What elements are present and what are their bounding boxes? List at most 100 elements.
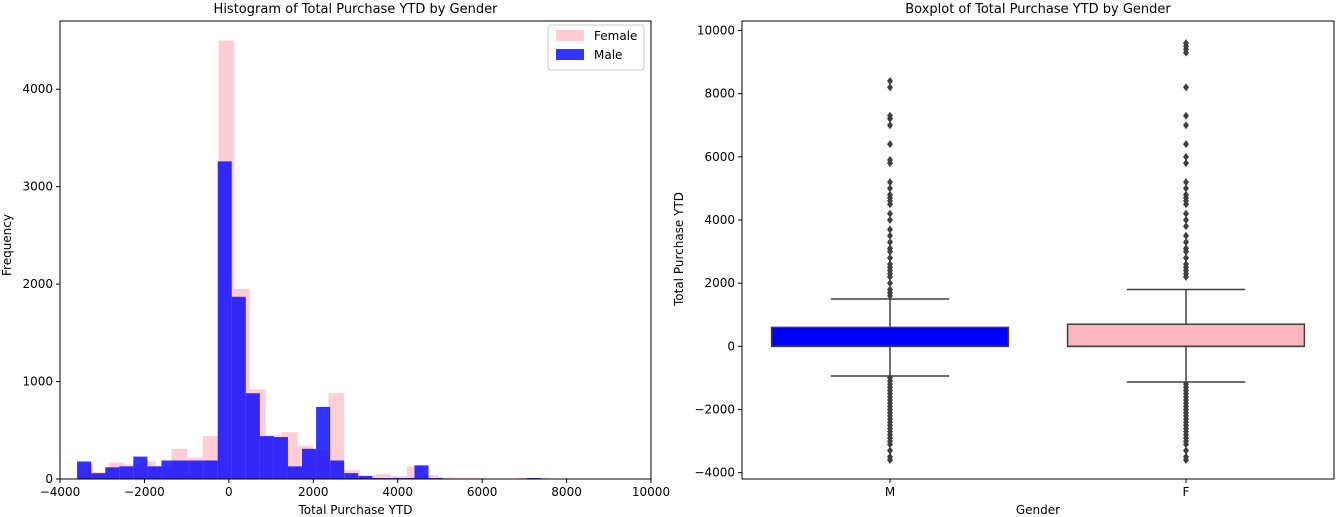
boxplot-outlier-f-45 (1183, 121, 1189, 130)
histogram-bar-male-19 (344, 473, 359, 479)
boxplot-outlier-f-30 (1183, 244, 1189, 253)
boxplot-outlier-m-1 (887, 452, 893, 461)
histogram-bar-female-20 (391, 476, 407, 479)
boxplot-outlier-m-34 (887, 253, 893, 262)
boxplot-outlier-f-42 (1183, 159, 1189, 168)
boxplot-outlier-m-51 (887, 121, 893, 130)
boxplot-outlier-m-27 (887, 285, 893, 294)
histogram-bar-male-3 (119, 466, 134, 479)
histogram-bar-male-6 (161, 460, 176, 479)
boxplot-outlier-m-46 (887, 184, 893, 193)
histogram-legend-swatch-male (556, 49, 584, 60)
histogram-x-tick-label-0: −4000 (40, 485, 81, 499)
histogram-x-tick-label-5: 6000 (467, 485, 498, 499)
boxplot-box-m (770, 326, 1010, 348)
boxplot-outlier-m-47 (887, 178, 893, 187)
boxplot-outlier-m-50 (887, 140, 893, 149)
histogram-bar-male-24 (414, 465, 429, 479)
histogram-legend-label-female: Female (594, 29, 637, 43)
histogram-bar-male-0 (77, 461, 92, 479)
histogram-x-tick-label-1: −2000 (124, 485, 165, 499)
boxplot-axes: −4000 −2000 0 2000 4000 6000 8000 10000 M F (694, 20, 1335, 499)
histogram-y-tick-label-1: 1000 (22, 375, 53, 389)
boxplot-outlier-m-2 (887, 446, 893, 455)
boxplot-outlier-m-28 (887, 279, 893, 288)
histogram-bar-male-2 (105, 467, 120, 479)
boxplot-outlier-f-41 (1183, 178, 1189, 187)
histogram-bar-male-14 (273, 437, 288, 479)
histogram-bar-male-4 (133, 456, 148, 479)
histogram-x-tick-label-7: 10000 (632, 485, 670, 499)
histogram-bar-female-16 (328, 393, 345, 479)
histogram-y-tick-label-2: 2000 (22, 277, 53, 291)
boxplot-outlier-m-39 (887, 225, 893, 234)
histogram-bar-male-16 (302, 448, 317, 479)
boxplot-outlier-m-36 (887, 244, 893, 253)
boxplot-outlier-m-41 (887, 209, 893, 218)
boxplot-outlier-m-24 (887, 373, 893, 382)
boxplot-outlier-m-33 (887, 260, 893, 269)
histogram-legend-label-male: Male (594, 48, 622, 62)
boxplot-content (770, 39, 1306, 465)
boxplot-outlier-f-43 (1183, 152, 1189, 161)
boxplot-outlier-m-40 (887, 215, 893, 224)
boxplot-outlier-m-45 (887, 190, 893, 199)
boxplot-outlier-f-46 (1183, 111, 1189, 120)
histogram-bar-male-15 (287, 466, 303, 479)
histogram-bar-male-18 (330, 460, 345, 479)
histogram-x-tick-label-3: 2000 (298, 485, 329, 499)
histogram-bar-female-19 (375, 474, 392, 479)
boxplot-x-tick-label-m: M (885, 485, 895, 499)
boxplot-outlier-f-32 (1183, 231, 1189, 240)
histogram-x-axis-label: Total Purchase YTD (297, 503, 412, 517)
boxplot-y-tick-label-3: 2000 (704, 276, 735, 290)
boxplot-outlier-m-38 (887, 231, 893, 240)
boxplot-outlier-f-35 (1183, 209, 1189, 218)
histogram-y-tick-label-3: 3000 (22, 180, 53, 194)
boxplot-outlier-f-1 (1183, 452, 1189, 461)
histogram-bar-male-5 (147, 466, 162, 479)
histogram-bar-male-17 (316, 406, 331, 479)
boxplot-outlier-m-54 (887, 83, 893, 92)
boxplot-outlier-m-37 (887, 238, 893, 247)
histogram-bar-male-13 (259, 436, 274, 479)
boxplot-box-f (1066, 323, 1306, 348)
boxplot-outlier-f-39 (1183, 190, 1189, 199)
histogram-y-tick-label-4: 4000 (22, 82, 53, 96)
boxplot-y-tick-label-0: −4000 (694, 466, 735, 480)
boxplot-outlier-f-33 (1183, 222, 1189, 231)
histogram-bar-male-1 (91, 473, 106, 479)
boxplot-outlier-f-40 (1183, 184, 1189, 193)
boxplot-y-axis-label: Total Purchase YTD (672, 192, 686, 307)
histogram-bar-male-9 (203, 460, 218, 479)
histogram-bar-male-11 (231, 296, 246, 479)
boxplot-x-axis-label: Gender (1016, 503, 1060, 517)
boxplot-panel: Boxplot of Total Purchase YTD by Gender … (672, 2, 1335, 517)
histogram-x-tick-label-6: 8000 (551, 485, 582, 499)
boxplot-outlier-m-53 (887, 111, 893, 120)
boxplot-plot-frame (741, 20, 1335, 480)
histogram-legend: Female Male (547, 24, 645, 71)
boxplot-y-tick-label-7: 10000 (697, 23, 735, 37)
histogram-axes: −4000 −2000 0 2000 4000 6000 8000 10000 0 1000 200… (22, 20, 670, 499)
histogram-bar-male-12 (245, 393, 260, 479)
boxplot-outlier-m-55 (887, 77, 893, 86)
boxplot-outlier-f-2 (1183, 446, 1189, 455)
boxplot-x-tick-label-f: F (1183, 485, 1190, 499)
boxplot-title: Boxplot of Total Purchase YTD by Gender (905, 2, 1171, 17)
boxplot-y-tick-label-4: 4000 (704, 213, 735, 227)
histogram-panel: Histogram of Total Purchase YTD by Gende… (0, 2, 670, 517)
histogram-title: Histogram of Total Purchase YTD by Gende… (214, 2, 499, 17)
histogram-bar-male-10 (217, 161, 232, 479)
boxplot-outlier-f-31 (1183, 238, 1189, 247)
histogram-bar-female-23 (438, 477, 455, 479)
boxplot-outlier-f-22 (1183, 380, 1189, 389)
histogram-bar-female-22 (422, 475, 439, 479)
boxplot-y-tick-label-6: 8000 (704, 87, 735, 101)
boxplot-outlier-f-34 (1183, 215, 1189, 224)
boxplot-y-tick-label-1: −2000 (694, 403, 735, 417)
histogram-bar-male-8 (189, 460, 204, 479)
boxplot-outlier-f-44 (1183, 140, 1189, 149)
histogram-bars (77, 40, 643, 480)
